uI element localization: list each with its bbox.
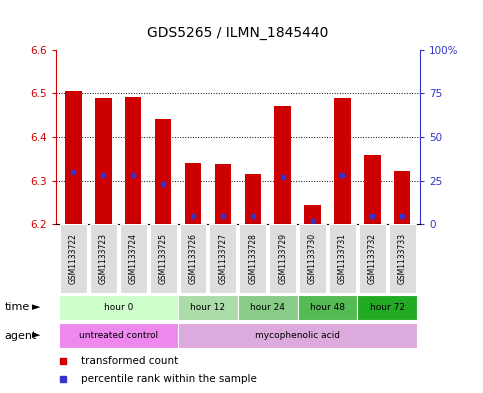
FancyBboxPatch shape <box>329 224 356 293</box>
Bar <box>65 91 82 224</box>
FancyBboxPatch shape <box>178 295 238 320</box>
FancyBboxPatch shape <box>240 224 266 293</box>
FancyBboxPatch shape <box>150 224 177 293</box>
Bar <box>274 107 291 224</box>
Bar <box>304 205 321 224</box>
Bar <box>155 119 171 224</box>
Text: percentile rank within the sample: percentile rank within the sample <box>81 375 257 384</box>
Text: transformed count: transformed count <box>81 356 178 366</box>
Bar <box>215 164 231 224</box>
Text: GSM1133726: GSM1133726 <box>188 233 198 284</box>
Bar <box>394 171 411 224</box>
Bar <box>185 163 201 224</box>
Bar <box>95 97 112 224</box>
Text: GSM1133729: GSM1133729 <box>278 233 287 284</box>
Text: GSM1133724: GSM1133724 <box>129 233 138 284</box>
Text: hour 72: hour 72 <box>370 303 405 312</box>
Text: hour 12: hour 12 <box>190 303 226 312</box>
Bar <box>334 97 351 224</box>
Text: time: time <box>5 302 30 312</box>
FancyBboxPatch shape <box>178 323 417 348</box>
Bar <box>244 174 261 224</box>
Text: untreated control: untreated control <box>79 331 158 340</box>
Text: GSM1133727: GSM1133727 <box>218 233 227 284</box>
Bar <box>364 155 381 224</box>
FancyBboxPatch shape <box>357 295 417 320</box>
FancyBboxPatch shape <box>120 224 147 293</box>
Text: GSM1133723: GSM1133723 <box>99 233 108 284</box>
Text: hour 0: hour 0 <box>104 303 133 312</box>
FancyBboxPatch shape <box>90 224 117 293</box>
FancyBboxPatch shape <box>210 224 236 293</box>
FancyBboxPatch shape <box>238 295 298 320</box>
Text: agent: agent <box>5 331 37 341</box>
FancyBboxPatch shape <box>58 295 178 320</box>
Text: ►: ► <box>32 302 41 312</box>
Text: GSM1133732: GSM1133732 <box>368 233 377 284</box>
Text: ►: ► <box>32 331 41 341</box>
Text: GDS5265 / ILMN_1845440: GDS5265 / ILMN_1845440 <box>147 26 328 40</box>
Text: GSM1133731: GSM1133731 <box>338 233 347 284</box>
Text: hour 48: hour 48 <box>310 303 345 312</box>
Text: GSM1133722: GSM1133722 <box>69 233 78 284</box>
FancyBboxPatch shape <box>60 224 87 293</box>
Text: GSM1133730: GSM1133730 <box>308 233 317 285</box>
FancyBboxPatch shape <box>269 224 296 293</box>
FancyBboxPatch shape <box>180 224 207 293</box>
Bar <box>125 97 142 224</box>
FancyBboxPatch shape <box>389 224 416 293</box>
Text: GSM1133728: GSM1133728 <box>248 233 257 284</box>
Text: GSM1133725: GSM1133725 <box>158 233 168 284</box>
Text: hour 24: hour 24 <box>250 303 285 312</box>
FancyBboxPatch shape <box>58 323 178 348</box>
Text: mycophenolic acid: mycophenolic acid <box>255 331 340 340</box>
Text: GSM1133733: GSM1133733 <box>398 233 407 285</box>
FancyBboxPatch shape <box>359 224 386 293</box>
FancyBboxPatch shape <box>299 224 326 293</box>
FancyBboxPatch shape <box>298 295 357 320</box>
